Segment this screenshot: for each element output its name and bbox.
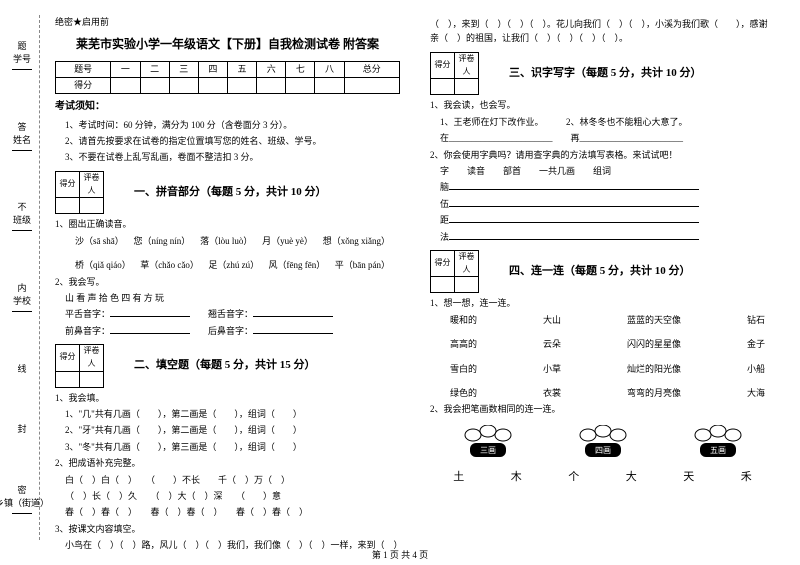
notice-title: 考试须知： <box>55 99 400 115</box>
page-footer: 第 1 页 共 4 页 <box>0 548 800 561</box>
char-row: 土木个大天禾 <box>430 469 775 487</box>
right-column: （ ），来到（ ）（ ）（ ）。花儿向我们（ ）（ ），小溪为我们歌（ ），感谢… <box>415 15 790 540</box>
section-4-head: 得分评卷人 四、连一连（每题 5 分，共计 10 分） <box>430 250 775 294</box>
binding-spine: 题学号 答姓名 不班级 内学校 线 封 密乡镇（街道） <box>10 15 40 540</box>
q1-1: 1、圈出正确读音。 <box>55 217 400 231</box>
match-grid: 暖和的大山蓝蓝的天空像钻石 高高的云朵闪闪的星星像金子 雪白的小草灿烂的阳光像小… <box>430 313 775 401</box>
section-2-head: 得分评卷人 二、填空题（每题 5 分，共计 15 分） <box>55 344 400 388</box>
paper-title: 莱芜市实验小学一年级语文【下册】自我检测试卷 附答案 <box>55 35 400 54</box>
q1-2: 2、我会写。 <box>55 275 400 289</box>
spine-item: 不班级 <box>12 202 32 231</box>
section-3-head: 得分评卷人 三、识字写字（每题 5 分，共计 10 分） <box>430 52 775 96</box>
flower-row: 三画 四画 五画 <box>430 425 775 461</box>
spine-item: 答姓名 <box>12 122 32 151</box>
flower-icon: 四画 <box>573 425 633 461</box>
score-table: 题号一二三四五六七八总分 得分 <box>55 61 400 94</box>
svg-text:四画: 四画 <box>595 446 611 455</box>
flower-icon: 五画 <box>688 425 748 461</box>
svg-text:五画: 五画 <box>710 446 726 455</box>
section-1-head: 得分评卷人 一、拼音部分（每题 5 分，共计 10 分） <box>55 171 400 215</box>
secret-marker: 绝密★启用前 <box>55 15 400 29</box>
left-column: 绝密★启用前 莱芜市实验小学一年级语文【下册】自我检测试卷 附答案 题号一二三四… <box>40 15 415 540</box>
svg-text:三画: 三画 <box>480 446 496 455</box>
spine-item: 线 <box>16 364 29 373</box>
spine-item: 题学号 <box>12 41 32 70</box>
spine-item: 封 <box>16 424 29 433</box>
pinyin-block: 沙（sā shā）您（níng nín）落（lòu luò）月（yuè yè）想… <box>55 234 400 273</box>
notices: 1、考试时间：60 分钟，满分为 100 分（含卷面分 3 分）。 2、请首先按… <box>55 118 400 165</box>
spine-item: 内学校 <box>12 283 32 312</box>
flower-icon: 三画 <box>458 425 518 461</box>
